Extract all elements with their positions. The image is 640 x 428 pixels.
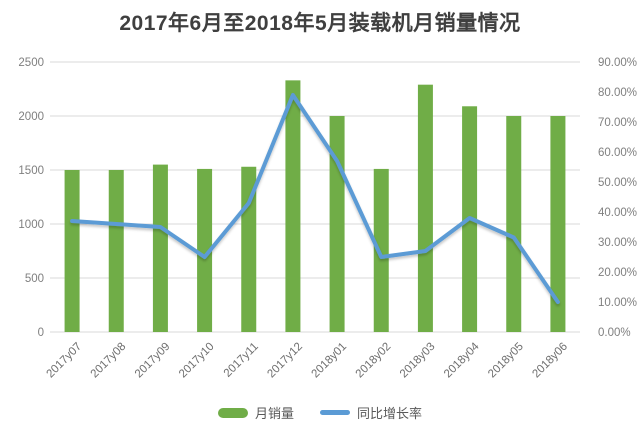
bar-2018y02 (373, 168, 389, 332)
x-axis-label-2018y02: 2018y02 (354, 341, 394, 381)
bar-2018y01 (329, 116, 345, 332)
left-axis-tick-label: 0 (38, 327, 44, 339)
left-axis-tick-label: 1500 (18, 165, 44, 177)
right-axis-tick-label: 0.00% (598, 327, 631, 339)
x-axis-label-2017y12: 2017y12 (265, 341, 305, 381)
growth-line-group (70, 93, 560, 304)
right-axis-tick-label: 70.00% (598, 117, 637, 129)
legend-label-monthly-sales: 月销量 (254, 406, 294, 421)
x-axis-label-2017y10: 2017y10 (177, 341, 217, 381)
growth-rate-line (70, 93, 560, 304)
right-axis-tick-label: 30.00% (598, 237, 637, 249)
left-axis-tick-label: 2000 (18, 111, 44, 123)
right-axis-tick-label: 50.00% (598, 177, 637, 189)
bar-2017y09 (152, 164, 168, 332)
right-axis-tick-label: 20.00% (598, 267, 637, 279)
x-axis-label-2017y09: 2017y09 (133, 341, 173, 381)
x-axis-label-2017y11: 2017y11 (222, 341, 261, 380)
bar-2018y03 (417, 84, 433, 333)
left-axis-tick-label: 1000 (18, 219, 44, 231)
left-axis-tick-label: 2500 (18, 57, 44, 69)
right-axis-tick-label: 60.00% (598, 147, 637, 159)
right-axis-tick-label: 10.00% (598, 297, 637, 309)
bar-2017y10 (197, 168, 213, 332)
bar-2018y05 (506, 116, 522, 332)
bar-2017y07 (64, 170, 80, 332)
x-axis-label-2018y03: 2018y03 (398, 341, 438, 381)
gridlines-group (50, 61, 580, 333)
legend-label-growth-rate: 同比增长率 (357, 406, 423, 421)
bar-2017y08 (108, 170, 124, 332)
chart-title: 2017年6月至2018年5月装载机月销量情况 (119, 12, 521, 35)
bar-2018y06 (550, 116, 566, 332)
right-axis-tick-label: 90.00% (598, 57, 637, 69)
x-axis-label-2017y08: 2017y08 (89, 341, 129, 381)
legend-item-growth-rate: 同比增长率 (320, 403, 422, 422)
x-axis-label-2018y01: 2018y01 (310, 341, 350, 381)
x-axis-label-2018y05: 2018y05 (486, 341, 526, 381)
bar-2017y12 (285, 80, 301, 332)
chart-legend: 月销量 同比增长率 (0, 403, 640, 422)
left-axis-tick-label: 500 (25, 273, 44, 285)
right-axis-tick-label: 40.00% (598, 207, 637, 219)
x-axis-label-2017y07: 2017y07 (45, 341, 85, 381)
legend-item-monthly-sales: 月销量 (217, 403, 294, 422)
x-axis-label-2018y04: 2018y04 (442, 340, 482, 380)
bars-group (64, 80, 566, 333)
line-series-swatch-icon (320, 410, 350, 415)
right-axis-tick-label: 80.00% (598, 87, 637, 99)
x-axis-label-2018y06: 2018y06 (530, 341, 570, 381)
bar-series-swatch-icon (217, 407, 248, 418)
